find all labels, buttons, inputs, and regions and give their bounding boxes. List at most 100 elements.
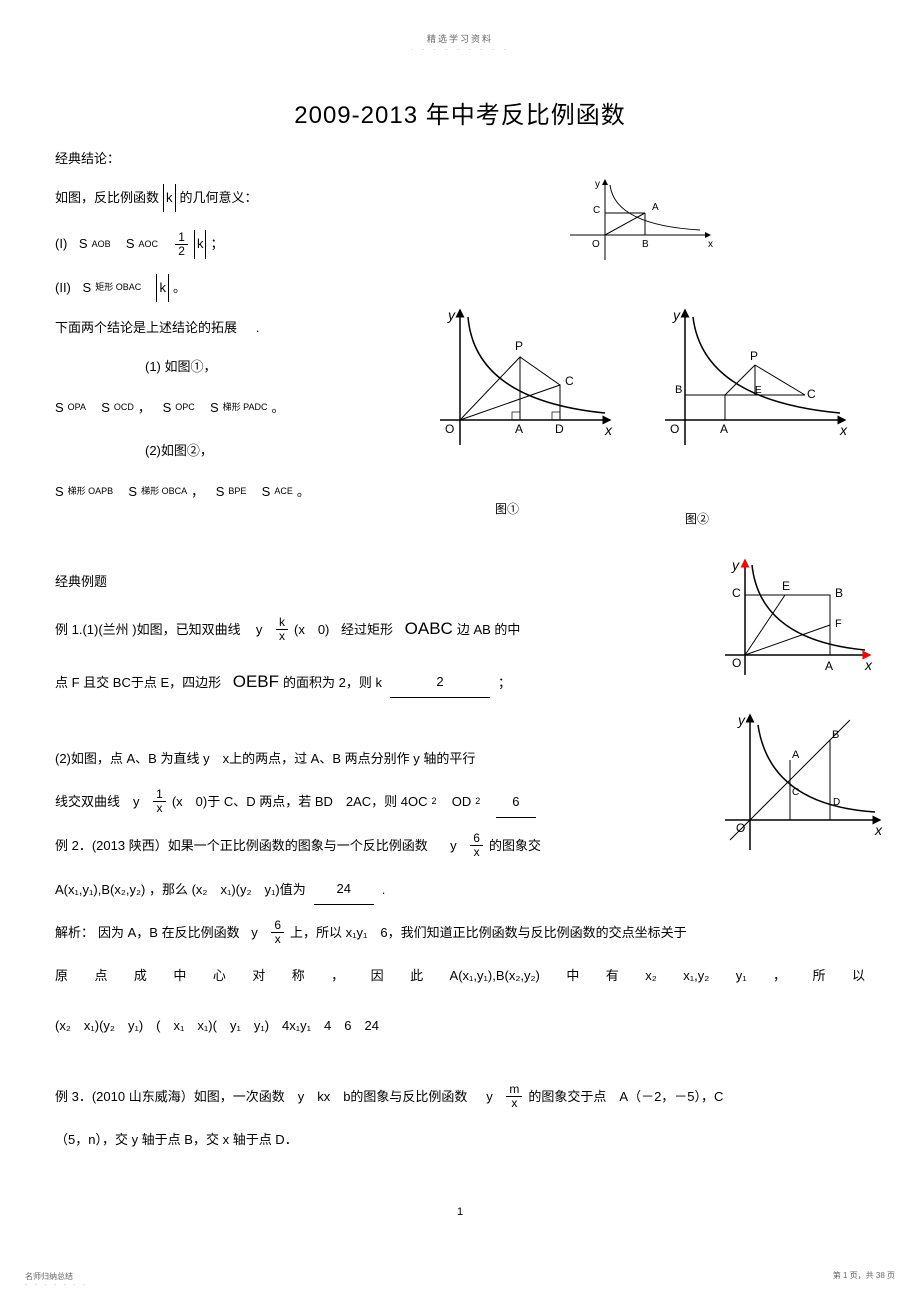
ex2-frac: 6 x: [470, 832, 483, 859]
content-body: 经典结论： 如图，反比例函数 k 的几何意义： (I) S AOB S AOC …: [55, 145, 865, 1167]
ex1-1-cond: (x 0): [294, 614, 329, 645]
ex2-blank: 24: [314, 873, 374, 905]
a3i: 因: [371, 960, 384, 991]
a3m: 有: [606, 960, 619, 991]
ex3-line2: （5，n），交 y 轴于点 B，交 x 轴于点 D．: [55, 1124, 865, 1155]
ex1-1-big: OABC: [405, 609, 453, 650]
ex2-line2: A(x₁,y₁),B(x₂,y₂) ，那么 (x₂ x₁)(y₂ y₁)值为 2…: [55, 873, 865, 905]
formula-ii: (II) S 矩形 OBAC k 。: [55, 274, 865, 303]
it2-comma: ，: [191, 478, 204, 507]
a3l: 中: [566, 960, 579, 991]
a3p: y₁: [736, 960, 747, 991]
analysis-frac: 6 x: [271, 919, 284, 946]
s2: S: [126, 230, 135, 259]
ex3-fn: m: [506, 1083, 522, 1097]
ex1-1-mid2: 边 AB 的中: [457, 614, 521, 645]
it1-sub1: OPA: [68, 398, 86, 418]
a3c: 成: [134, 960, 147, 991]
ex1-2-fd: x: [153, 802, 165, 815]
it1-s4: S: [210, 394, 219, 423]
ex2-end: 的图象交: [489, 830, 541, 861]
a3r: 所: [812, 960, 825, 991]
a3q: ，: [773, 960, 786, 991]
it1-comma: ，: [138, 394, 151, 423]
formula-ii-pre: (II): [55, 274, 71, 303]
a3d: 中: [173, 960, 186, 991]
analysis-2: 上，所以 x₁y₁ 6，我们知道正比例函数与反比例函数的交点坐标关于: [290, 917, 687, 948]
it2-sub1: 梯形 OAPB: [68, 482, 114, 502]
a3j: 此: [410, 960, 423, 991]
footer-left-text: 名师归纳总结: [25, 1271, 88, 1282]
ex2-fd: x: [471, 846, 483, 859]
ex3-end: 的图象交于点 A（－2，－5），C: [528, 1081, 723, 1112]
analysis-line2: 原 点 成 中 心 对 称 ， 因 此 A(x₁,y₁),B(x₂,y₂) 中 …: [55, 960, 865, 991]
item1-label: (1) 如图①，: [145, 353, 865, 382]
ex1-2-l2a: 线交双曲线 y: [55, 786, 140, 817]
formula-ii-end: 。: [173, 274, 186, 303]
it2-sub4: ACE: [274, 482, 293, 502]
ex1-2-frac: 1 x: [153, 788, 166, 815]
ex2-fn: 6: [470, 832, 483, 846]
formula-i-pre: (I): [55, 230, 67, 259]
it1-end: 。: [272, 394, 285, 423]
it2-sub2: 梯形 OBCA: [141, 482, 187, 502]
footer-left-dots: - - - - - - -: [25, 1282, 88, 1288]
ex3-fd: x: [508, 1097, 520, 1110]
frac-half-num: 1: [175, 231, 188, 245]
a3h: ，: [331, 960, 344, 991]
an-fd: x: [272, 933, 284, 946]
abs-k3: k: [156, 274, 169, 303]
item1-formula: S OPA S OCD ， S OPC S 梯形 PADC 。: [55, 394, 865, 423]
ex3-line1: 例 3．(2010 山东威海）如图，一次函数 y kx b的图象与反比例函数 y…: [55, 1081, 865, 1112]
ex1-1-frac: k x: [276, 616, 288, 643]
it1-s3: S: [163, 394, 172, 423]
a3a: 原: [55, 960, 68, 991]
ex1-2-cond: (x 0)于 C、D 两点，若 BD 2AC，则 4OC: [172, 786, 428, 817]
it1-s2: S: [101, 394, 110, 423]
ex1-2-line1: (2)如图，点 A、B 为直线 y x上的两点，过 A、B 两点分别作 y 轴的…: [55, 743, 695, 774]
ex1-1-line2: 点 F 且交 BC于点 E，四边形 OEBF 的面积为 2，则 k 2 ；: [55, 662, 695, 703]
ex2-pre: 例 2．(2013 陕西）如果一个正比例函数的图象与一个反比例函数: [55, 830, 428, 861]
formula-i-end: ；: [210, 230, 223, 259]
ex1-1-mid: 经过矩形: [341, 614, 393, 645]
header-dots: - - - - - - - - -: [410, 47, 509, 53]
a3s: 以: [852, 960, 865, 991]
it2-s3: S: [216, 478, 225, 507]
section1-label: 经典结论：: [55, 145, 865, 174]
it2-sub3: BPE: [228, 482, 246, 502]
ext-text: 下面两个结论是上述结论的拓展: [55, 314, 237, 343]
svg-text:x: x: [864, 657, 873, 673]
ex3-y: y: [486, 1081, 493, 1112]
intro-text2: 的几何意义：: [180, 184, 258, 213]
ex1-2-blank: 6: [496, 786, 536, 818]
formula-i: (I) S AOB S AOC 1 2 k ；: [55, 230, 865, 259]
a3b: 点: [94, 960, 107, 991]
an-fn: 6: [271, 919, 284, 933]
header-small: 精选学习资料 - - - - - - - - -: [410, 32, 509, 53]
it1-sub2: OCD: [114, 398, 134, 418]
item2-label: (2)如图②，: [145, 437, 865, 466]
ex1-2-mid: OD: [452, 786, 472, 817]
footer-right: 第 1 页，共 38 页: [833, 1270, 895, 1281]
ex3-frac: m x: [506, 1083, 522, 1110]
ex1-1-l2a: 点 F 且交 BC于点 E，四边形: [55, 667, 221, 698]
a3g: 称: [292, 960, 305, 991]
page-title: 2009-2013 年中考反比例函数: [0, 95, 920, 130]
it2-s2: S: [128, 478, 137, 507]
ex2-l2: A(x₁,y₁),B(x₂,y₂) ，那么 (x₂ x₁)(y₂ y₁)值为: [55, 874, 306, 905]
frac-half-den: 2: [175, 245, 188, 258]
a3o: x₁,y₂: [683, 960, 709, 991]
intro-line: 如图，反比例函数 k 的几何意义：: [55, 184, 865, 213]
ex1-1-big2: OEBF: [233, 662, 279, 703]
ext-dot: .: [256, 314, 260, 343]
s-ii: S: [83, 274, 92, 303]
it2-s4: S: [262, 478, 271, 507]
it2-end: 。: [297, 478, 310, 507]
it1-sub4: 梯形 PADC: [223, 398, 268, 418]
it2-s1: S: [55, 478, 64, 507]
analysis-line1: 解析： 因为 A，B 在反比例函数 y 6 x 上，所以 x₁y₁ 6，我们知道…: [55, 917, 865, 948]
footer-left: 名师归纳总结 - - - - - - -: [25, 1271, 88, 1288]
page-number: 1: [457, 1206, 463, 1218]
it1-sub3: OPC: [175, 398, 195, 418]
frac-half: 1 2: [175, 231, 188, 258]
